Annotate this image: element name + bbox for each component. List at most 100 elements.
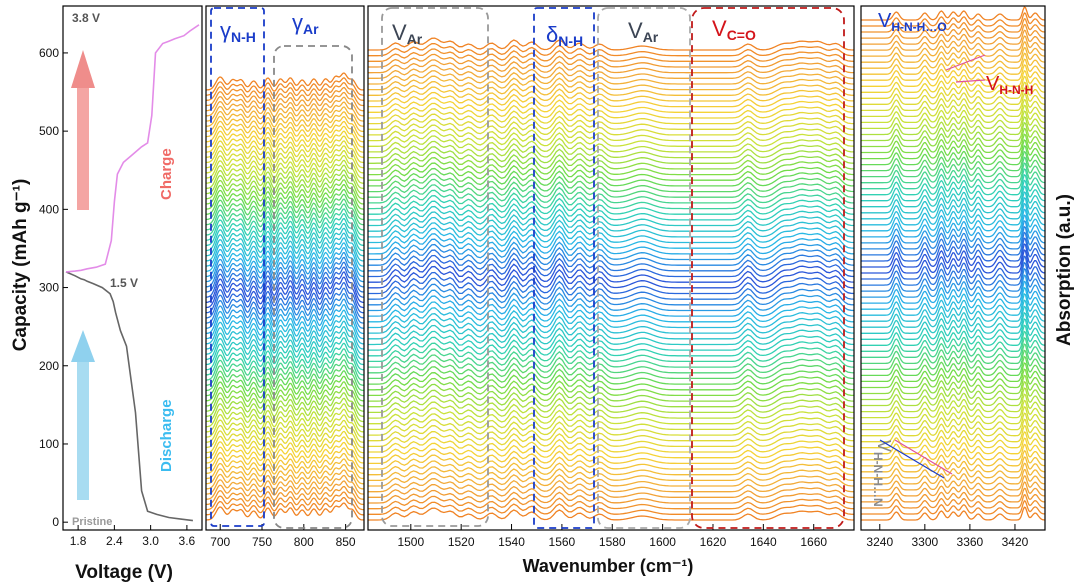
left-y-tick-label: 500 (39, 124, 59, 138)
spectrum-line (861, 355, 1045, 377)
spectrum-line (206, 266, 364, 298)
spectrum-line (861, 162, 1045, 184)
spectrum-line (861, 431, 1045, 449)
spectrum-line (206, 326, 364, 355)
spectrum-line (368, 478, 854, 493)
spectrum-line (206, 474, 364, 495)
spectrum-line (861, 267, 1045, 292)
spectrum-line (861, 214, 1045, 238)
spectrum-line (368, 140, 854, 159)
band-sym-v-ar-2: V (628, 18, 643, 43)
spectrum-line (368, 260, 854, 283)
annotation-pristine: Pristine (72, 516, 112, 528)
band-sym-v-hnh-o: V (878, 10, 892, 32)
spectrum-line (368, 113, 854, 130)
spectrum-line (368, 348, 854, 368)
spectrum-line (368, 360, 854, 380)
spectrum-line (368, 271, 854, 295)
spectrum-line (368, 249, 854, 272)
left-y-tick-label: 0 (52, 515, 59, 529)
spectrum-line (861, 104, 1045, 124)
band-label-v-ar-1: VAr (392, 20, 423, 47)
ftir-x-tick-label: 800 (294, 535, 314, 549)
spectrum-line (368, 173, 854, 193)
spectrum-line (206, 315, 364, 345)
spectrum-line (206, 463, 364, 485)
spectrum-line (861, 87, 1045, 105)
spectrum-line (206, 392, 364, 418)
spectrum-line (861, 191, 1045, 214)
left-y-tick-label: 300 (39, 281, 59, 295)
spectrum-line (368, 108, 854, 125)
box-v-ar-1 (381, 7, 489, 527)
spectrum-line (206, 491, 364, 511)
spectrum-line (206, 320, 364, 350)
spectrum-line (206, 408, 364, 433)
spectrum-line (206, 436, 364, 459)
spectrum-line (206, 337, 364, 366)
spectrum-line (206, 309, 364, 340)
spectrum-line (206, 430, 364, 454)
spectrum-line (368, 167, 854, 187)
band-sym-v-hnh: V (986, 73, 1000, 95)
ftir-x-tick-label: 1560 (549, 535, 576, 549)
spectrum-line (861, 318, 1045, 340)
region-boxes (210, 7, 845, 529)
spectra-group-2 (368, 37, 854, 521)
spectrum-line (368, 222, 854, 244)
spectrum-line (368, 472, 854, 487)
spectrum-line (368, 407, 854, 425)
spectrum-line (368, 243, 854, 266)
spectrum-line (861, 220, 1045, 244)
spectrum-line (861, 133, 1045, 154)
annotation-mid-voltage: 1.5 V (110, 276, 138, 290)
spectrum-line (861, 46, 1045, 63)
band-label-gamma-ar: γAr (292, 10, 319, 37)
spectrum-line (206, 120, 364, 143)
spectrum-line (206, 298, 364, 329)
spectrum-line (368, 157, 854, 176)
spectrum-line (368, 489, 854, 504)
curve-discharge (65, 271, 193, 522)
spectrum-line (206, 282, 364, 314)
spectrum-line (861, 52, 1045, 69)
band-label-v-co: VC=O (712, 16, 756, 43)
band-sub-v-ar-1: Ar (407, 31, 423, 47)
spectrum-line (861, 237, 1045, 262)
spectrum-line (368, 289, 854, 312)
spectrum-line (206, 452, 364, 474)
band-sub-v-ar-2: Ar (643, 29, 659, 45)
spectrum-line (861, 196, 1045, 220)
spectrum-line (368, 430, 854, 448)
spectrum-line (206, 130, 364, 153)
spectrum-line (206, 425, 364, 449)
pointer-arrows (879, 54, 986, 479)
band-sub-delta-nh: N-H (558, 33, 583, 49)
spectrum-line (368, 307, 854, 329)
spectrum-line (861, 399, 1045, 419)
spectrum-line (368, 283, 854, 306)
band-sym-v-co: V (712, 16, 727, 41)
spectrum-line (861, 424, 1045, 443)
charge-arrow (71, 50, 95, 210)
spectrum-line (368, 37, 854, 51)
annotation-charge: Charge (158, 148, 175, 200)
spectrum-line (206, 370, 364, 397)
spectrum-line (861, 343, 1045, 365)
spectrum-line (368, 366, 854, 385)
ftir-frame-2 (367, 5, 855, 531)
spectrum-line (368, 151, 854, 170)
spectrum-line (206, 77, 364, 96)
spectrum-line (861, 225, 1045, 250)
spectrum-line (861, 449, 1045, 467)
ftir-x-tick-label: 3240 (866, 535, 893, 549)
spectrum-line (861, 456, 1045, 473)
band-label-v-hnh-n: VH-N-H…N (871, 440, 894, 507)
left-x-tick-label: 3.0 (142, 534, 159, 548)
spectrum-line (861, 12, 1045, 27)
spectrum-line (206, 348, 364, 376)
spectrum-line (206, 218, 364, 247)
spectrum-line (368, 205, 854, 227)
spectrum-line (206, 485, 364, 506)
spectrum-line (368, 389, 854, 408)
